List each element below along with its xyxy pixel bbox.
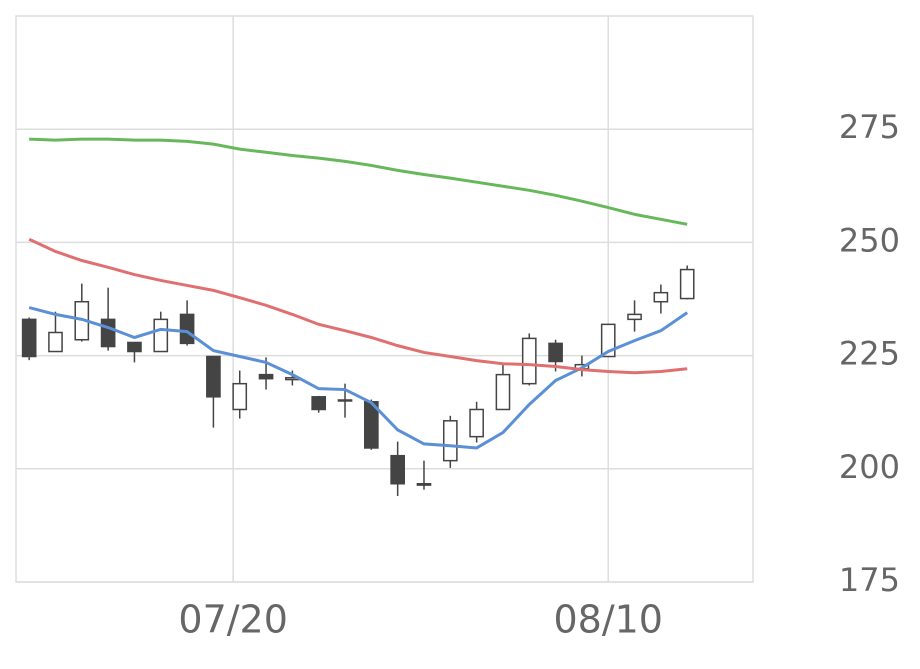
y-tick-label: 275 [839, 108, 900, 146]
x-tick-label: 07/20 [178, 598, 288, 642]
candle-body [495, 373, 511, 411]
candle-body [311, 396, 327, 411]
candle-body [600, 323, 616, 358]
y-tick-label: 225 [839, 335, 900, 373]
candle-body [442, 420, 458, 462]
candle-body [48, 331, 63, 353]
y-tick-label: 175 [839, 561, 900, 599]
plot-frame [15, 15, 754, 583]
candle-body [469, 408, 484, 438]
candle-body [153, 318, 169, 353]
candle-body [627, 313, 642, 321]
moving-average-line [28, 237, 688, 375]
candle-body [390, 454, 405, 485]
candle-body [21, 318, 37, 358]
candle-body [206, 355, 221, 398]
candle-body [258, 373, 274, 380]
candle-body [337, 399, 353, 402]
candle-body [679, 268, 695, 300]
y-tick-label: 200 [839, 448, 900, 486]
candle-body [179, 313, 195, 345]
candle-body [232, 382, 248, 411]
candle-body [100, 318, 116, 348]
candle-body [653, 291, 669, 303]
y-tick-label: 250 [839, 221, 900, 259]
candle-body [521, 337, 537, 385]
candle-body [548, 342, 563, 363]
candle-body [416, 482, 432, 486]
candle-body [127, 341, 142, 353]
x-tick-label: 08/10 [553, 598, 663, 642]
moving-average-line [28, 306, 689, 450]
moving-average-line [29, 137, 688, 226]
